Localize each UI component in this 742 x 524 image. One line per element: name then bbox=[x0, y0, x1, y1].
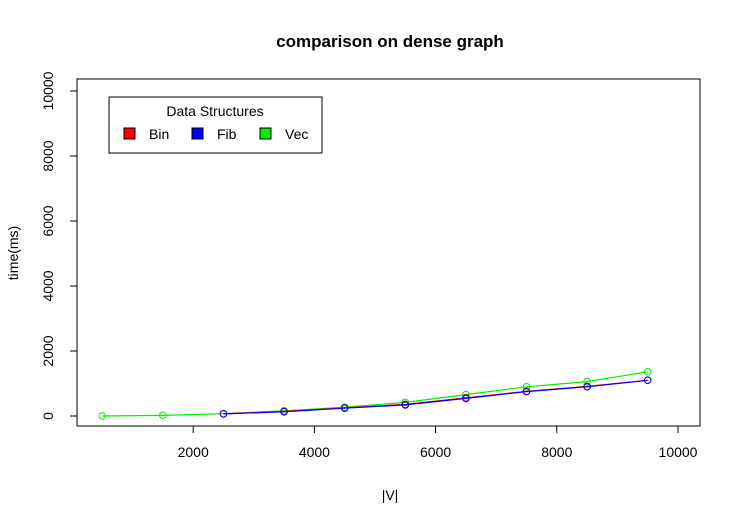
series-fib bbox=[219, 376, 652, 418]
x-axis-label: |V| bbox=[382, 487, 399, 503]
legend-swatch-vec bbox=[259, 127, 272, 140]
legend-title: Data Structures bbox=[166, 103, 263, 119]
y-tick-label: 10000 bbox=[40, 71, 56, 110]
chart-title: comparison on dense graph bbox=[276, 32, 504, 51]
legend: Data Structures Bin Fib Vec bbox=[108, 96, 323, 154]
legend-swatch-bin bbox=[123, 127, 136, 140]
data-point-fib bbox=[219, 410, 228, 418]
legend-label-bin: Bin bbox=[149, 126, 169, 142]
series-bin bbox=[219, 376, 652, 418]
x-tick-label: 2000 bbox=[178, 444, 209, 460]
data-point-vec bbox=[98, 412, 107, 420]
series-line-fib bbox=[223, 379, 648, 415]
series-layer bbox=[98, 368, 652, 420]
series-vec bbox=[98, 368, 652, 420]
data-point-vec bbox=[583, 377, 591, 386]
data-point-vec bbox=[401, 398, 410, 407]
data-point-fib bbox=[583, 382, 591, 391]
y-tick-label: 2000 bbox=[40, 335, 56, 366]
data-point-fib bbox=[522, 387, 531, 396]
data-point-fib bbox=[462, 394, 470, 403]
data-point-fib bbox=[401, 401, 410, 409]
data-point-fib bbox=[340, 404, 349, 413]
data-point-vec bbox=[159, 411, 167, 420]
x-tick-label: 4000 bbox=[299, 444, 330, 460]
legend-label-vec: Vec bbox=[285, 126, 308, 142]
data-point-vec bbox=[522, 382, 531, 391]
y-axis: 0 2000 4000 6000 8000 10000 bbox=[40, 71, 78, 420]
legend-entries: Bin Fib Vec bbox=[123, 126, 308, 142]
x-tick-label: 6000 bbox=[420, 444, 451, 460]
x-axis: 2000 4000 6000 8000 10000 bbox=[178, 425, 698, 460]
y-tick-label: 8000 bbox=[40, 140, 56, 171]
data-point-vec bbox=[643, 368, 652, 376]
x-tick-label: 8000 bbox=[541, 444, 572, 460]
y-tick-label: 0 bbox=[40, 412, 56, 420]
y-tick-label: 4000 bbox=[40, 270, 56, 301]
x-tick-label: 10000 bbox=[659, 444, 698, 460]
data-point-fib bbox=[280, 407, 288, 416]
legend-label-fib: Fib bbox=[217, 126, 237, 142]
y-tick-label: 6000 bbox=[40, 205, 56, 236]
series-line-vec bbox=[102, 371, 648, 417]
legend-box bbox=[108, 96, 323, 154]
y-axis-label: time(ms) bbox=[5, 226, 21, 280]
data-point-fib bbox=[643, 376, 652, 385]
legend-swatch-fib bbox=[191, 127, 204, 140]
